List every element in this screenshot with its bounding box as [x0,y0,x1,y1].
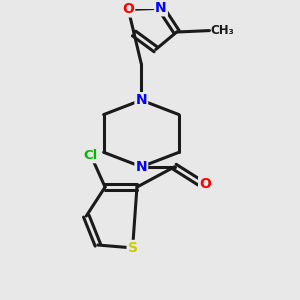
Text: Cl: Cl [83,149,98,162]
Text: N: N [136,160,147,174]
Text: S: S [128,241,138,255]
Text: CH₃: CH₃ [211,24,235,37]
Text: O: O [122,2,134,16]
Text: N: N [136,93,147,107]
Text: N: N [155,1,167,15]
Text: O: O [199,177,211,191]
